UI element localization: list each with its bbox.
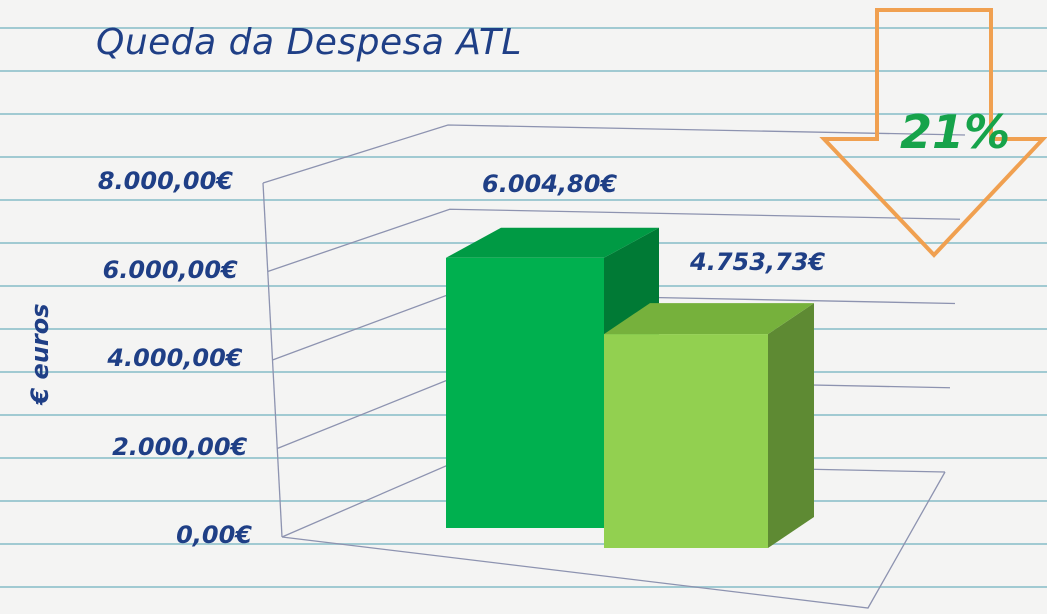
down-arrow-icon bbox=[819, 8, 1047, 258]
bar-top-face bbox=[446, 227, 659, 258]
y-tick-label: 4.000,00€ bbox=[107, 344, 243, 372]
y-tick-label: 8.000,00€ bbox=[97, 167, 233, 195]
bar-top-face bbox=[604, 303, 814, 335]
chart-bars bbox=[446, 227, 814, 548]
y-tick-label: 6.000,00€ bbox=[102, 255, 238, 284]
gridline bbox=[267, 208, 961, 273]
data-label: 4.753,73€ bbox=[690, 248, 826, 276]
bar-front-face bbox=[446, 257, 604, 528]
bar-front-face bbox=[604, 334, 768, 548]
chart-title: Queda da Despesa ATL bbox=[96, 22, 522, 63]
axis-wall-edge bbox=[262, 182, 283, 538]
percent-annotation: 21% bbox=[900, 105, 1011, 159]
down-arrow-shape bbox=[819, 8, 1047, 258]
data-label: 6.004,80€ bbox=[482, 170, 618, 198]
y-tick-label: 0,00€ bbox=[176, 521, 252, 549]
bar-side-face bbox=[768, 303, 814, 548]
floor-edge bbox=[281, 471, 946, 609]
y-tick-label: 2.000,00€ bbox=[112, 432, 248, 461]
gridline bbox=[262, 124, 966, 184]
